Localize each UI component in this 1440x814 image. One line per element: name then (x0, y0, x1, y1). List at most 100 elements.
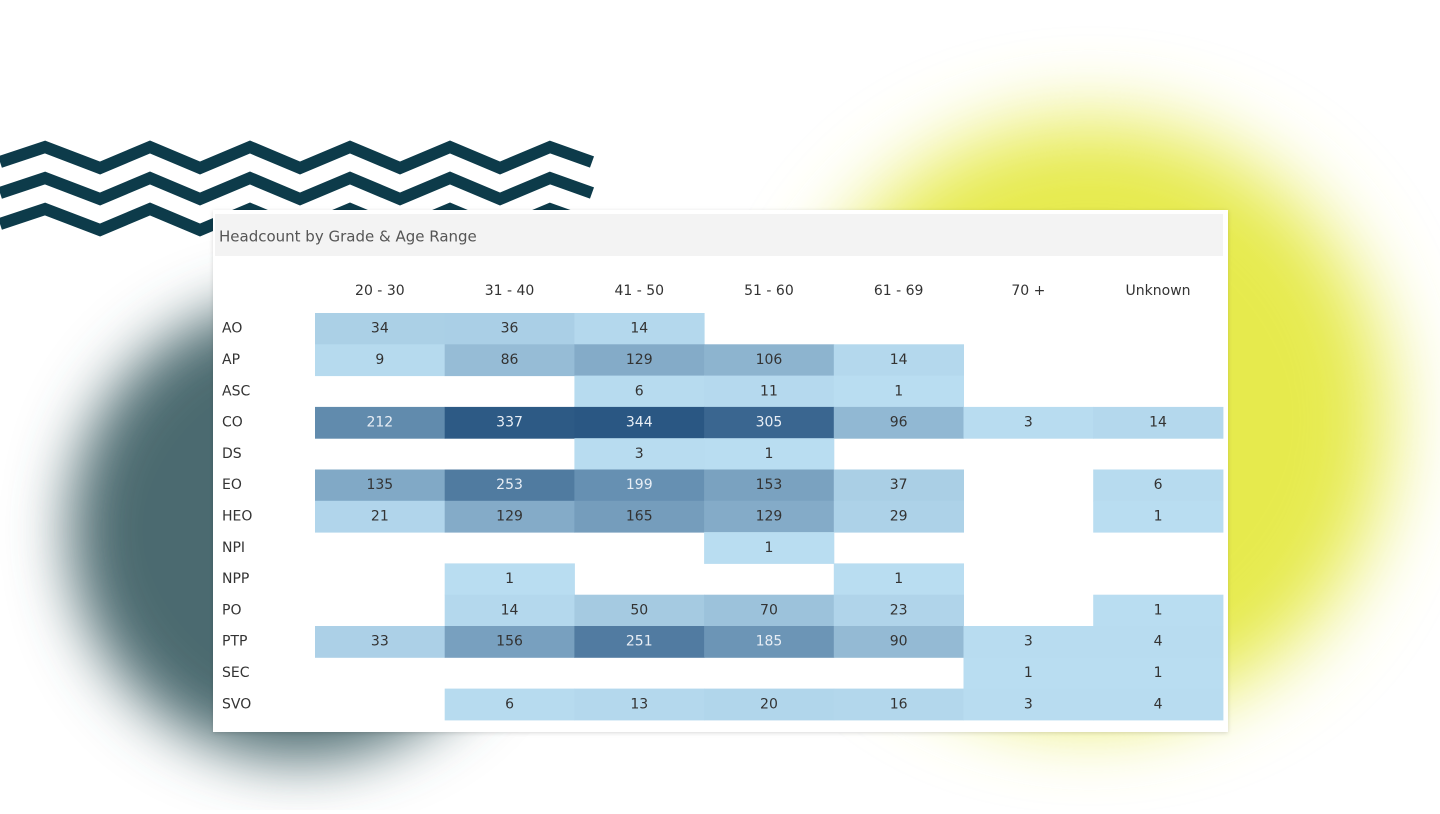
cell (574, 688, 705, 721)
cell-label: 1 (894, 571, 903, 587)
cell-label: 344 (626, 415, 653, 431)
heatmap: 20 - 30 31 - 40 41 - 50 51 - 60 61 - 69 70 + U… (222, 283, 1224, 721)
cell-label: 20 (760, 696, 778, 712)
cell-label: 16 (890, 696, 908, 712)
cell (315, 344, 446, 377)
cell-label: 129 (626, 352, 653, 368)
cell-label: 11 (760, 383, 778, 399)
cell (444, 313, 575, 345)
cell-label: 1 (764, 540, 773, 556)
cell (704, 626, 835, 658)
row-label: SVO (222, 696, 251, 712)
cell (833, 375, 964, 408)
cell-label: 129 (496, 508, 523, 524)
cell (574, 626, 705, 658)
cell-label: 1 (1154, 665, 1163, 681)
cell (315, 406, 446, 439)
cell (833, 469, 964, 502)
cell-label: 14 (501, 602, 519, 618)
cell-label: 251 (626, 634, 653, 650)
cell-label: 4 (1154, 696, 1163, 712)
column-label: 70 + (1011, 283, 1045, 299)
cell (315, 500, 446, 533)
cell (704, 375, 835, 408)
cell (704, 688, 835, 721)
cell-label: 37 (890, 477, 908, 493)
row-label: NPI (222, 540, 245, 556)
title-bar (215, 214, 1223, 256)
cell (1093, 626, 1224, 658)
cell (574, 500, 705, 533)
cell (833, 500, 964, 533)
row-label: CO (222, 415, 243, 431)
cell (574, 344, 705, 377)
cell-label: 9 (375, 352, 384, 368)
cell (574, 438, 705, 470)
cell-label: 70 (760, 602, 778, 618)
row-label: AO (222, 321, 242, 337)
cell-label: 50 (630, 602, 648, 618)
row-label: PO (222, 602, 241, 618)
cell (833, 406, 964, 439)
cell (704, 438, 835, 470)
cell-label: 212 (366, 415, 393, 431)
cell (704, 594, 835, 627)
column-label: 51 - 60 (744, 283, 794, 299)
cell (1093, 406, 1224, 439)
chart-title: Headcount by Grade & Age Range (219, 228, 477, 246)
cell (833, 594, 964, 627)
cell (444, 406, 575, 439)
row-label: ASC (222, 383, 250, 399)
cell (833, 344, 964, 377)
cell (1093, 469, 1224, 502)
cell (574, 469, 705, 502)
cell (704, 532, 835, 564)
cell (704, 500, 835, 533)
cell-label: 6 (1154, 477, 1163, 493)
cell-label: 106 (756, 352, 783, 368)
cell-label: 305 (756, 415, 783, 431)
cell (315, 469, 446, 502)
cell-label: 153 (756, 477, 783, 493)
cell (444, 563, 575, 596)
cell (833, 626, 964, 658)
cell (444, 688, 575, 721)
cell (444, 469, 575, 502)
column-label: 20 - 30 (355, 283, 405, 299)
cell-label: 4 (1154, 634, 1163, 650)
cell (444, 344, 575, 377)
cell-label: 14 (890, 352, 908, 368)
cell-label: 21 (371, 508, 389, 524)
cell-label: 1 (1154, 508, 1163, 524)
row-label: AP (222, 352, 240, 368)
cell-label: 14 (630, 321, 648, 337)
cell (704, 469, 835, 502)
cell-label: 23 (890, 602, 908, 618)
cell-label: 1 (1154, 602, 1163, 618)
row-label: NPP (222, 571, 249, 587)
cell-label: 14 (1149, 415, 1167, 431)
cell-label: 1 (505, 571, 514, 587)
cell-label: 13 (630, 696, 648, 712)
row-label: SEC (222, 665, 250, 681)
cell (444, 626, 575, 658)
cell-label: 3 (1024, 415, 1033, 431)
cell (574, 406, 705, 439)
column-label: 41 - 50 (614, 283, 664, 299)
cell-label: 129 (756, 508, 783, 524)
cell (1093, 688, 1224, 721)
cell (574, 375, 705, 408)
cell-label: 29 (890, 508, 908, 524)
cell-label: 90 (890, 634, 908, 650)
column-label: 31 - 40 (485, 283, 535, 299)
cell (833, 688, 964, 721)
cell-label: 96 (890, 415, 908, 431)
cell-label: 337 (496, 415, 523, 431)
cell (704, 406, 835, 439)
cell-label: 1 (764, 446, 773, 462)
cell (444, 500, 575, 533)
cell (574, 594, 705, 627)
cell-label: 1 (1024, 665, 1033, 681)
cell-label: 199 (626, 477, 653, 493)
